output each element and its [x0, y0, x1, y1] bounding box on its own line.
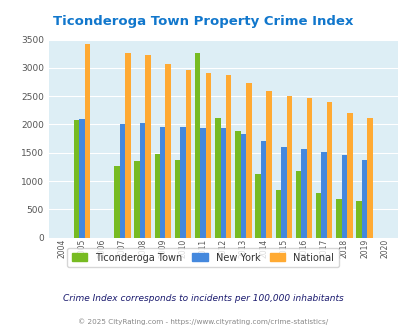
Bar	[306, 98, 311, 238]
Bar	[346, 113, 352, 238]
Bar	[255, 174, 260, 238]
Bar	[125, 53, 130, 238]
Bar	[341, 155, 346, 238]
Bar	[335, 199, 341, 238]
Bar	[301, 149, 306, 238]
Bar	[275, 189, 280, 238]
Bar	[235, 131, 240, 238]
Bar	[245, 83, 251, 238]
Bar	[139, 123, 145, 238]
Bar	[367, 118, 372, 238]
Bar	[286, 96, 291, 238]
Bar	[266, 91, 271, 238]
Bar	[79, 119, 85, 238]
Bar	[321, 152, 326, 238]
Bar	[220, 128, 226, 238]
Bar	[356, 201, 361, 238]
Bar	[174, 159, 180, 238]
Bar	[315, 193, 321, 238]
Bar	[215, 118, 220, 238]
Bar	[260, 141, 266, 238]
Bar	[85, 44, 90, 238]
Bar	[160, 127, 165, 238]
Text: Ticonderoga Town Property Crime Index: Ticonderoga Town Property Crime Index	[53, 15, 352, 28]
Bar	[326, 102, 332, 238]
Bar	[240, 134, 245, 238]
Bar	[74, 120, 79, 238]
Bar	[119, 124, 125, 238]
Bar	[180, 127, 185, 238]
Bar	[194, 52, 200, 238]
Bar	[165, 64, 171, 238]
Bar	[154, 154, 160, 238]
Bar	[185, 70, 191, 238]
Bar	[134, 161, 139, 238]
Bar	[361, 159, 367, 238]
Bar	[205, 73, 211, 238]
Bar	[200, 128, 205, 238]
Bar	[280, 147, 286, 238]
Bar	[226, 75, 231, 238]
Bar	[295, 171, 301, 238]
Text: Crime Index corresponds to incidents per 100,000 inhabitants: Crime Index corresponds to incidents per…	[62, 294, 343, 303]
Text: © 2025 CityRating.com - https://www.cityrating.com/crime-statistics/: © 2025 CityRating.com - https://www.city…	[78, 318, 327, 325]
Bar	[114, 166, 119, 238]
Legend: Ticonderoga Town, New York, National: Ticonderoga Town, New York, National	[67, 248, 338, 267]
Bar	[145, 55, 150, 238]
